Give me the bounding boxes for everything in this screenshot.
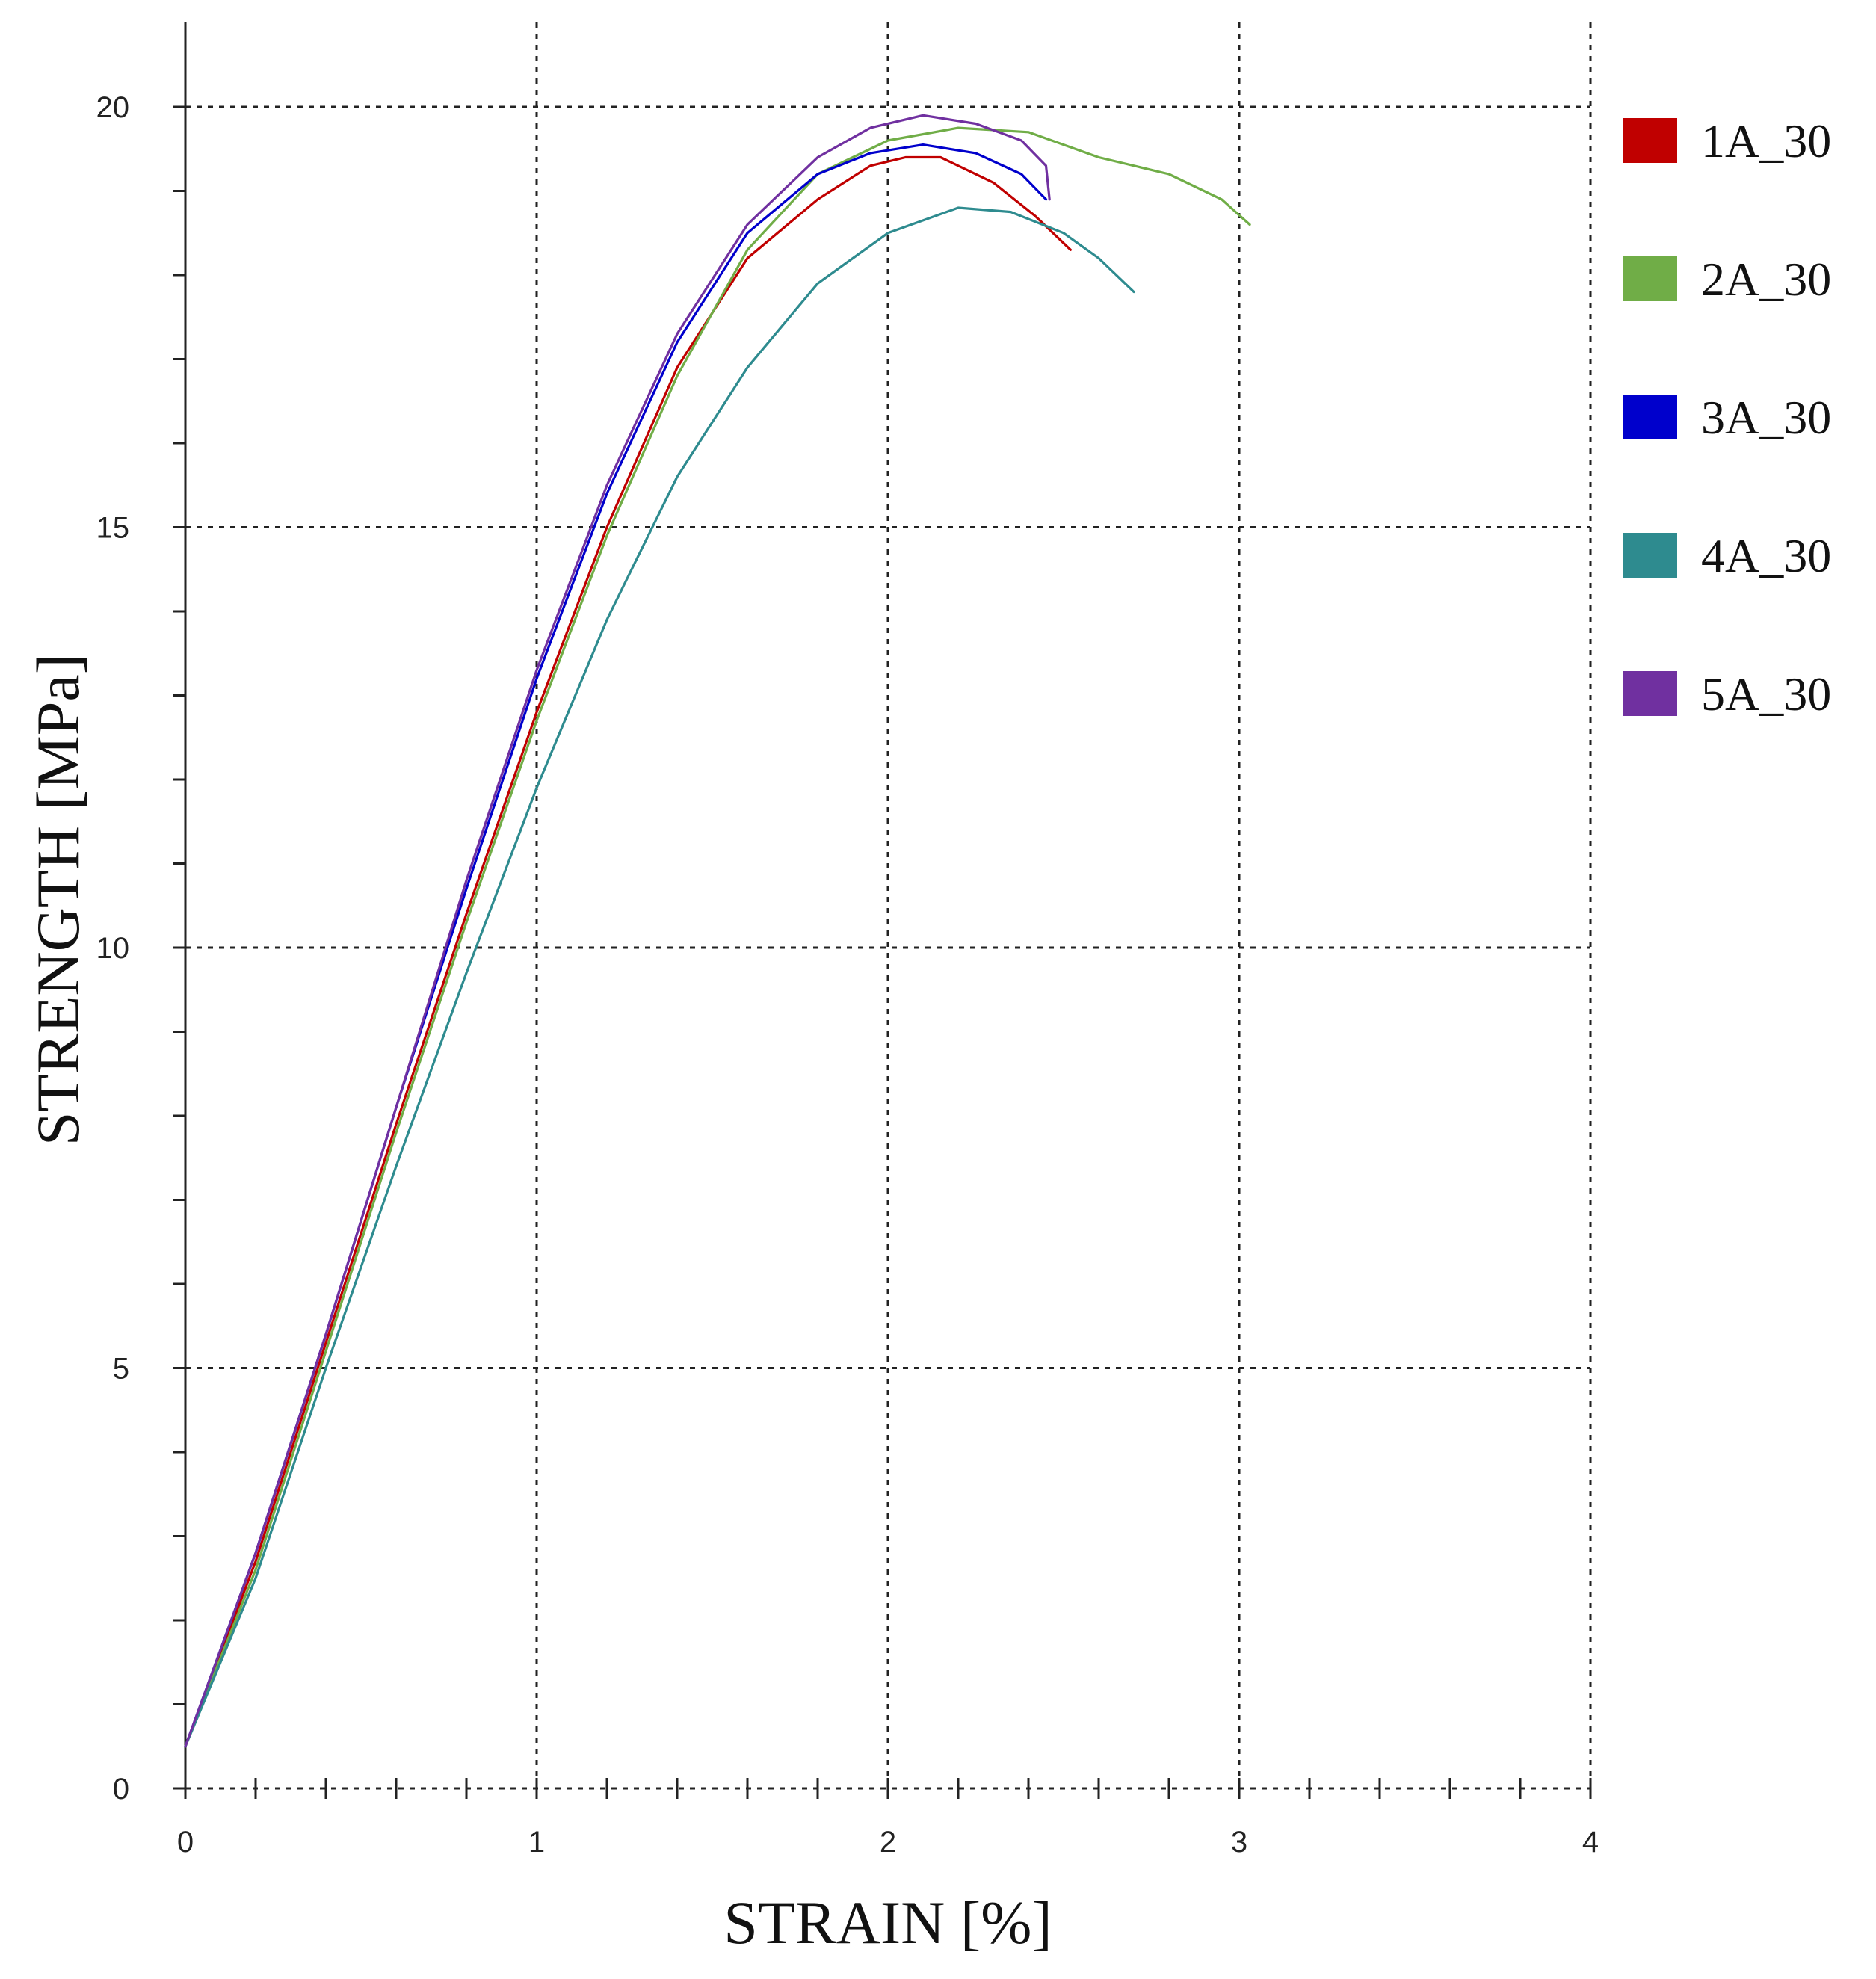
series-line-5A_30 [184,114,1051,1748]
legend-swatch-2A_30 [1623,256,1677,301]
legend-label-1A_30: 1A_30 [1701,114,1831,167]
legend-label-3A_30: 3A_30 [1701,391,1831,444]
x-axis-label: STRAIN [%] [723,1889,1052,1957]
x-tick-label: 0 [177,1826,194,1859]
series-line-4A_30 [184,206,1135,1748]
x-tick-label: 3 [1231,1826,1247,1859]
series-line-2A_30 [184,126,1251,1748]
y-tick-label: 5 [113,1353,129,1386]
series-line-3A_30 [184,143,1048,1748]
legend: 1A_30 2A_30 3A_30 4A_30 5A_30 [1623,114,1831,720]
series-line-1A_30 [184,155,1072,1748]
legend-swatch-4A_30 [1623,533,1677,578]
x-tick-label: 2 [880,1826,896,1859]
legend-swatch-1A_30 [1623,118,1677,163]
legend-label-4A_30: 4A_30 [1701,529,1831,582]
x-tick-label: 4 [1582,1826,1599,1859]
legend-label-2A_30: 2A_30 [1701,253,1831,306]
y-tick-label: 0 [113,1773,129,1806]
y-tick-label: 10 [96,932,130,965]
axes [173,22,1592,1799]
tick-labels: 0 1 2 3 4 0 5 10 15 20 [96,91,1599,1859]
x-tick-label: 1 [528,1826,545,1859]
y-axis-label: STRENGTH [MPa] [24,654,92,1146]
legend-swatch-3A_30 [1623,395,1677,439]
legend-swatch-5A_30 [1623,671,1677,716]
grid-lines [185,22,1592,1790]
y-tick-label: 15 [96,512,130,545]
legend-label-5A_30: 5A_30 [1701,667,1831,720]
series-lines [184,114,1251,1748]
y-tick-label: 20 [96,91,130,124]
